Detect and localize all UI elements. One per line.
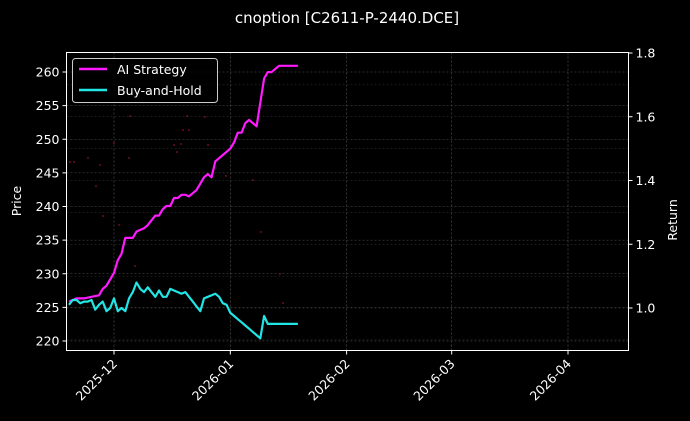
y-left-tick-label: 220 bbox=[36, 334, 60, 349]
y-right-tick-label: 1.4 bbox=[636, 173, 656, 188]
legend: AI Strategy Buy-and-Hold bbox=[72, 58, 218, 103]
y-axis-left-label: Price bbox=[9, 185, 24, 216]
y-right-tick-label: 1.6 bbox=[636, 109, 656, 124]
legend-box bbox=[72, 58, 218, 103]
x-tick-label: 2026-04 bbox=[527, 356, 575, 404]
y-axis-left: 220 225 230 235 240 245 250 255 260 bbox=[36, 65, 67, 349]
x-tick-label: 2026-01 bbox=[189, 356, 237, 404]
x-tick-label: 2026-03 bbox=[410, 356, 458, 404]
y-axis-right-label: Return bbox=[665, 199, 680, 240]
y-right-tick-label: 1.8 bbox=[636, 46, 656, 61]
y-left-tick-label: 235 bbox=[36, 233, 60, 248]
x-tick-label: 2026-02 bbox=[305, 356, 353, 404]
legend-label-ai-strategy: AI Strategy bbox=[117, 62, 187, 77]
y-left-tick-label: 245 bbox=[36, 165, 60, 180]
y-left-tick-label: 225 bbox=[36, 300, 60, 315]
x-tick-label: 2025-12 bbox=[73, 356, 121, 404]
legend-label-buy-and-hold: Buy-and-Hold bbox=[117, 83, 202, 98]
y-axis-right: 1.0 1.2 1.4 1.6 1.8 bbox=[628, 46, 656, 316]
scatter-points bbox=[69, 71, 284, 304]
y-left-tick-label: 255 bbox=[36, 98, 60, 113]
y-right-tick-label: 1.0 bbox=[636, 301, 656, 316]
chart-title: cnoption [C2611-P-2440.DCE] bbox=[235, 9, 459, 27]
plot-frame bbox=[66, 52, 629, 351]
data-lines bbox=[68, 64, 298, 340]
x-axis: 2025-12 2026-01 2026-02 2026-03 2026-04 bbox=[73, 350, 575, 404]
y-left-tick-label: 260 bbox=[36, 65, 60, 80]
grid-lines bbox=[66, 52, 629, 351]
y-left-tick-label: 230 bbox=[36, 266, 60, 281]
y-right-tick-label: 1.2 bbox=[636, 237, 656, 252]
y-left-tick-label: 240 bbox=[36, 199, 60, 214]
y-left-tick-label: 250 bbox=[36, 132, 60, 147]
